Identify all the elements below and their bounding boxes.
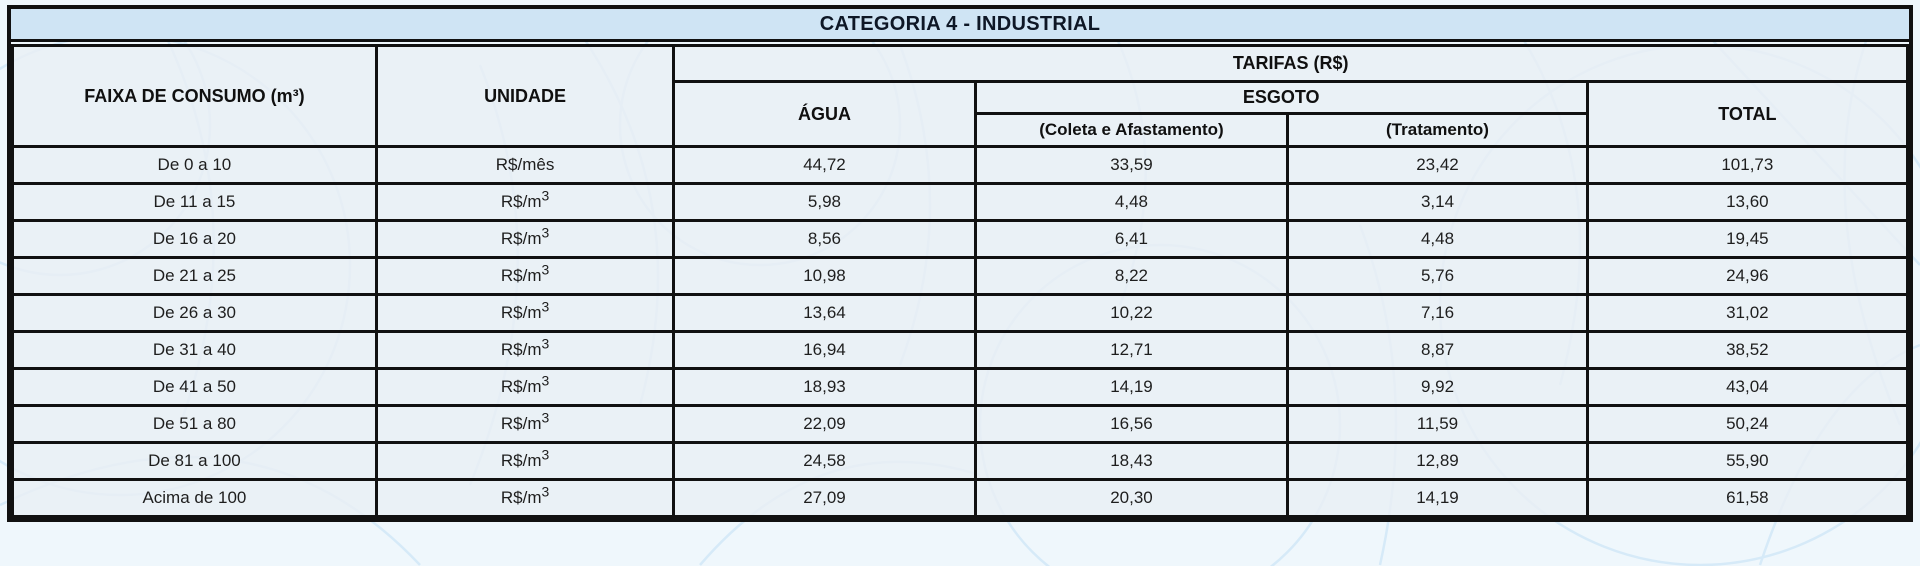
cell-tratamento: 23,42 <box>1286 145 1589 185</box>
header-faixa-de-consumo: FAIXA DE CONSUMO (m³) <box>11 44 378 148</box>
cell-unidade: R$/m3 <box>374 478 676 518</box>
cell-tratamento: 14,19 <box>1286 478 1589 518</box>
cell-faixa: De 41 a 50 <box>11 367 378 407</box>
table-row: De 0 a 10 R$/mês 44,72 33,59 23,42 101,73 <box>11 145 1910 185</box>
cell-coleta: 16,56 <box>973 404 1290 444</box>
cell-tratamento: 12,89 <box>1286 441 1589 481</box>
cell-coleta: 8,22 <box>973 256 1290 296</box>
cell-faixa: De 26 a 30 <box>11 293 378 333</box>
header-unidade: UNIDADE <box>374 44 676 148</box>
cell-agua: 22,09 <box>672 404 977 444</box>
table-row: De 21 a 25 R$/m3 10,98 8,22 5,76 24,96 <box>11 256 1910 296</box>
table-row: De 16 a 20 R$/m3 8,56 6,41 4,48 19,45 <box>11 219 1910 259</box>
cell-agua: 10,98 <box>672 256 977 296</box>
header-tarifas: TARIFAS (R$) <box>672 44 1909 83</box>
cell-tratamento: 7,16 <box>1286 293 1589 333</box>
superscript-3: 3 <box>541 446 550 463</box>
cell-coleta: 20,30 <box>973 478 1290 518</box>
cell-agua: 18,93 <box>672 367 977 407</box>
cell-coleta: 33,59 <box>973 145 1290 185</box>
cell-total: 24,96 <box>1585 256 1910 296</box>
superscript-3: 3 <box>541 483 550 500</box>
table-body: De 0 a 10 R$/mês 44,72 33,59 23,42 101,73 De 1… <box>11 145 1910 518</box>
header-esgoto: ESGOTO <box>973 80 1589 115</box>
cell-coleta: 10,22 <box>973 293 1290 333</box>
table-row: De 41 a 50 R$/m3 18,93 14,19 9,92 43,04 <box>11 367 1910 407</box>
cell-tratamento: 3,14 <box>1286 182 1589 222</box>
cell-faixa: De 21 a 25 <box>11 256 378 296</box>
cell-unidade: R$/m3 <box>374 182 676 222</box>
cell-total: 31,02 <box>1585 293 1910 333</box>
cell-total: 43,04 <box>1585 367 1910 407</box>
cell-unidade: R$/m3 <box>374 404 676 444</box>
table-title: CATEGORIA 4 - INDUSTRIAL <box>11 9 1909 42</box>
header-coleta-afastamento: (Coleta e Afastamento) <box>973 112 1290 148</box>
cell-tratamento: 4,48 <box>1286 219 1589 259</box>
cell-unidade: R$/m3 <box>374 330 676 370</box>
cell-total: 101,73 <box>1585 145 1910 185</box>
cell-unidade: R$/mês <box>374 145 676 185</box>
superscript-3: 3 <box>541 298 550 315</box>
cell-faixa: De 0 a 10 <box>11 145 378 185</box>
cell-agua: 13,64 <box>672 293 977 333</box>
cell-tratamento: 8,87 <box>1286 330 1589 370</box>
cell-faixa: De 81 a 100 <box>11 441 378 481</box>
superscript-3: 3 <box>541 224 550 241</box>
cell-coleta: 18,43 <box>973 441 1290 481</box>
cell-unidade: R$/m3 <box>374 219 676 259</box>
superscript-3: 3 <box>541 372 550 389</box>
cell-total: 50,24 <box>1585 404 1910 444</box>
table-row: De 31 a 40 R$/m3 16,94 12,71 8,87 38,52 <box>11 330 1910 370</box>
table-header: FAIXA DE CONSUMO (m³) UNIDADE TARIFAS (R… <box>11 44 1910 148</box>
cell-total: 13,60 <box>1585 182 1910 222</box>
tariff-table: FAIXA DE CONSUMO (m³) UNIDADE TARIFAS (R… <box>11 44 1910 518</box>
table-row: De 51 a 80 R$/m3 22,09 16,56 11,59 50,24 <box>11 404 1910 444</box>
cell-faixa: De 11 a 15 <box>11 182 378 222</box>
superscript-3: 3 <box>541 187 550 204</box>
table-row: De 26 a 30 R$/m3 13,64 10,22 7,16 31,02 <box>11 293 1910 333</box>
header-tratamento: (Tratamento) <box>1286 112 1589 148</box>
cell-total: 19,45 <box>1585 219 1910 259</box>
cell-faixa: De 31 a 40 <box>11 330 378 370</box>
cell-coleta: 6,41 <box>973 219 1290 259</box>
superscript-3: 3 <box>541 261 550 278</box>
cell-agua: 44,72 <box>672 145 977 185</box>
cell-coleta: 4,48 <box>973 182 1290 222</box>
superscript-3: 3 <box>541 409 550 426</box>
cell-faixa: De 51 a 80 <box>11 404 378 444</box>
cell-tratamento: 5,76 <box>1286 256 1589 296</box>
header-agua: ÁGUA <box>672 80 977 148</box>
table-row: Acima de 100 R$/m3 27,09 20,30 14,19 61,58 <box>11 478 1910 518</box>
cell-faixa: Acima de 100 <box>11 478 378 518</box>
cell-unidade: R$/m3 <box>374 256 676 296</box>
tariff-sheet: CATEGORIA 4 - INDUSTRIAL FAIXA DE CONSUM… <box>7 5 1913 522</box>
header-total: TOTAL <box>1585 80 1910 148</box>
cell-agua: 5,98 <box>672 182 977 222</box>
cell-agua: 24,58 <box>672 441 977 481</box>
cell-unidade: R$/m3 <box>374 293 676 333</box>
cell-unidade: R$/m3 <box>374 441 676 481</box>
cell-agua: 27,09 <box>672 478 977 518</box>
cell-unidade: R$/m3 <box>374 367 676 407</box>
cell-tratamento: 9,92 <box>1286 367 1589 407</box>
table-row: De 11 a 15 R$/m3 5,98 4,48 3,14 13,60 <box>11 182 1910 222</box>
cell-tratamento: 11,59 <box>1286 404 1589 444</box>
cell-total: 38,52 <box>1585 330 1910 370</box>
superscript-3: 3 <box>541 335 550 352</box>
cell-faixa: De 16 a 20 <box>11 219 378 259</box>
cell-coleta: 14,19 <box>973 367 1290 407</box>
cell-coleta: 12,71 <box>973 330 1290 370</box>
cell-agua: 16,94 <box>672 330 977 370</box>
cell-total: 61,58 <box>1585 478 1910 518</box>
table-row: De 81 a 100 R$/m3 24,58 18,43 12,89 55,90 <box>11 441 1910 481</box>
cell-agua: 8,56 <box>672 219 977 259</box>
cell-total: 55,90 <box>1585 441 1910 481</box>
